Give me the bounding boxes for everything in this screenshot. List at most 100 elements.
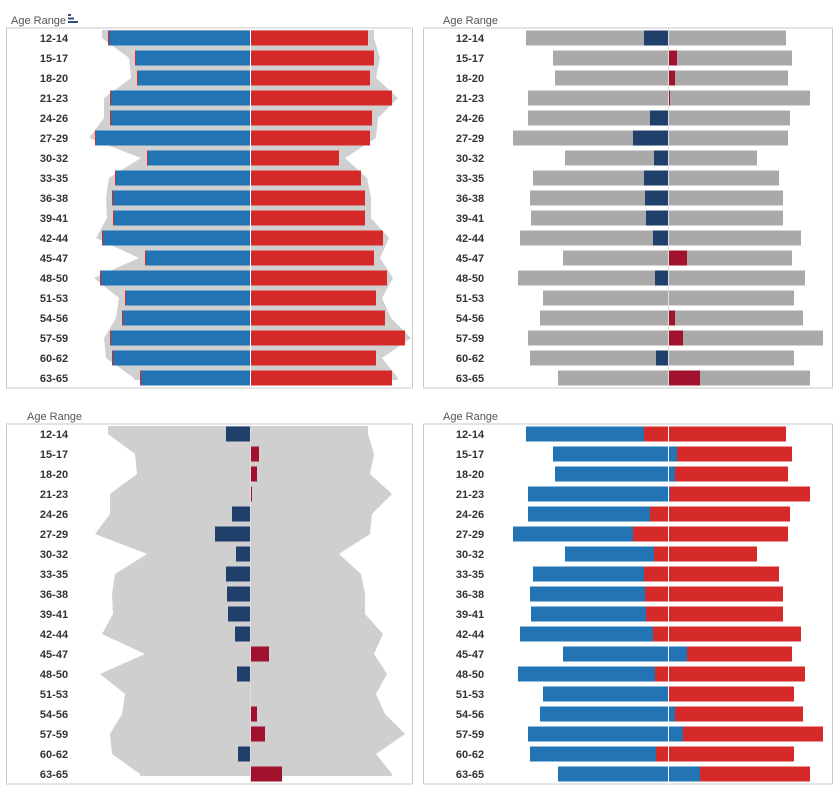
female-bar [250, 330, 405, 346]
male-bar [558, 370, 668, 386]
age-range-label: 30-32 [456, 549, 484, 561]
age-range-label: 33-35 [456, 173, 484, 185]
male-bar [528, 486, 668, 502]
difference-bar [250, 766, 282, 782]
age-range-label: 33-35 [456, 569, 484, 581]
excess-female-shade [656, 746, 668, 762]
female-bar [668, 110, 790, 126]
age-range-label: 18-20 [40, 469, 68, 481]
male-bar [110, 90, 250, 106]
female-bar [250, 170, 361, 186]
female-bar [668, 586, 783, 602]
difference-bar [645, 190, 668, 206]
female-bar [668, 70, 788, 86]
difference-bar [250, 706, 257, 722]
male-bar [558, 766, 668, 782]
excess-male-shade [668, 466, 675, 482]
age-range-label: 15-17 [40, 53, 68, 65]
age-range-label: 63-65 [40, 373, 68, 385]
excess-female-shade [650, 506, 668, 522]
age-range-label: 15-17 [456, 449, 484, 461]
age-range-label: 39-41 [40, 609, 68, 621]
age-range-label: 36-38 [40, 193, 68, 205]
female-bar [668, 446, 792, 462]
difference-bar [668, 70, 675, 86]
female-bar [250, 150, 339, 166]
age-range-label: 51-53 [40, 293, 68, 305]
male-bar [115, 170, 250, 186]
difference-bar [633, 130, 668, 146]
female-bar [668, 566, 779, 582]
difference-bar [650, 110, 668, 126]
sort-icon[interactable] [68, 14, 78, 23]
male-bar-edge [112, 190, 113, 206]
male-bar-edge [100, 270, 101, 286]
age-range-label: 42-44 [40, 629, 69, 641]
difference-bar [644, 170, 668, 186]
female-bar [668, 426, 786, 442]
age-range-label: 42-44 [456, 233, 485, 245]
age-range-label: 54-56 [456, 313, 484, 325]
age-range-label: 30-32 [40, 549, 68, 561]
male-bar-edge [113, 210, 114, 226]
male-bar [553, 446, 668, 462]
excess-female-shade [646, 606, 668, 622]
excess-female-shade [655, 666, 668, 682]
age-range-label: 60-62 [40, 353, 68, 365]
male-bar [540, 310, 668, 326]
male-bar [533, 566, 668, 582]
female-bar [250, 110, 372, 126]
difference-bar [215, 526, 250, 542]
age-range-label: 33-35 [40, 173, 68, 185]
female-bar [668, 330, 823, 346]
female-bar [668, 90, 810, 106]
difference-bar [668, 370, 700, 386]
female-bar [668, 646, 792, 662]
female-bar [668, 606, 783, 622]
age-range-label: 45-47 [456, 649, 484, 661]
male-bar-edge [125, 290, 126, 306]
age-range-label: 54-56 [40, 709, 68, 721]
female-bar [668, 150, 757, 166]
male-bar [520, 626, 668, 642]
age-range-label: 42-44 [40, 233, 69, 245]
age-range-label: 54-56 [40, 313, 68, 325]
age-range-label: 21-23 [456, 93, 484, 105]
male-bar-edge [147, 150, 148, 166]
age-range-label: 45-47 [456, 253, 484, 265]
female-bar [668, 466, 788, 482]
difference-bar [238, 746, 250, 762]
female-bar [250, 190, 365, 206]
age-range-label: 57-59 [456, 729, 484, 741]
female-bar [668, 130, 788, 146]
female-bar [250, 250, 374, 266]
difference-bar [226, 566, 250, 582]
difference-bar [236, 546, 250, 562]
difference-bar [653, 230, 668, 246]
age-range-label: 12-14 [40, 33, 69, 45]
male-bar-edge [110, 330, 111, 346]
male-bar-edge [115, 170, 116, 186]
age-range-label: 24-26 [40, 509, 68, 521]
excess-male-shade [668, 766, 700, 782]
age-range-label: 63-65 [40, 769, 68, 781]
male-bar [112, 190, 250, 206]
male-bar [513, 526, 668, 542]
excess-female-shade [644, 566, 668, 582]
male-bar [110, 330, 250, 346]
difference-bar [227, 586, 250, 602]
male-bar [531, 210, 668, 226]
female-bar [668, 706, 803, 722]
age-range-label: 12-14 [456, 429, 485, 441]
age-range-label: 36-38 [456, 589, 484, 601]
male-bar [563, 250, 668, 266]
female-bar [668, 526, 788, 542]
male-bar [518, 270, 668, 286]
male-bar [100, 270, 250, 286]
female-bar [668, 210, 783, 226]
age-range-label: 45-47 [40, 253, 68, 265]
male-bar [530, 586, 668, 602]
male-bar [555, 70, 668, 86]
male-bar-edge [140, 370, 141, 386]
difference-bar [237, 666, 250, 682]
